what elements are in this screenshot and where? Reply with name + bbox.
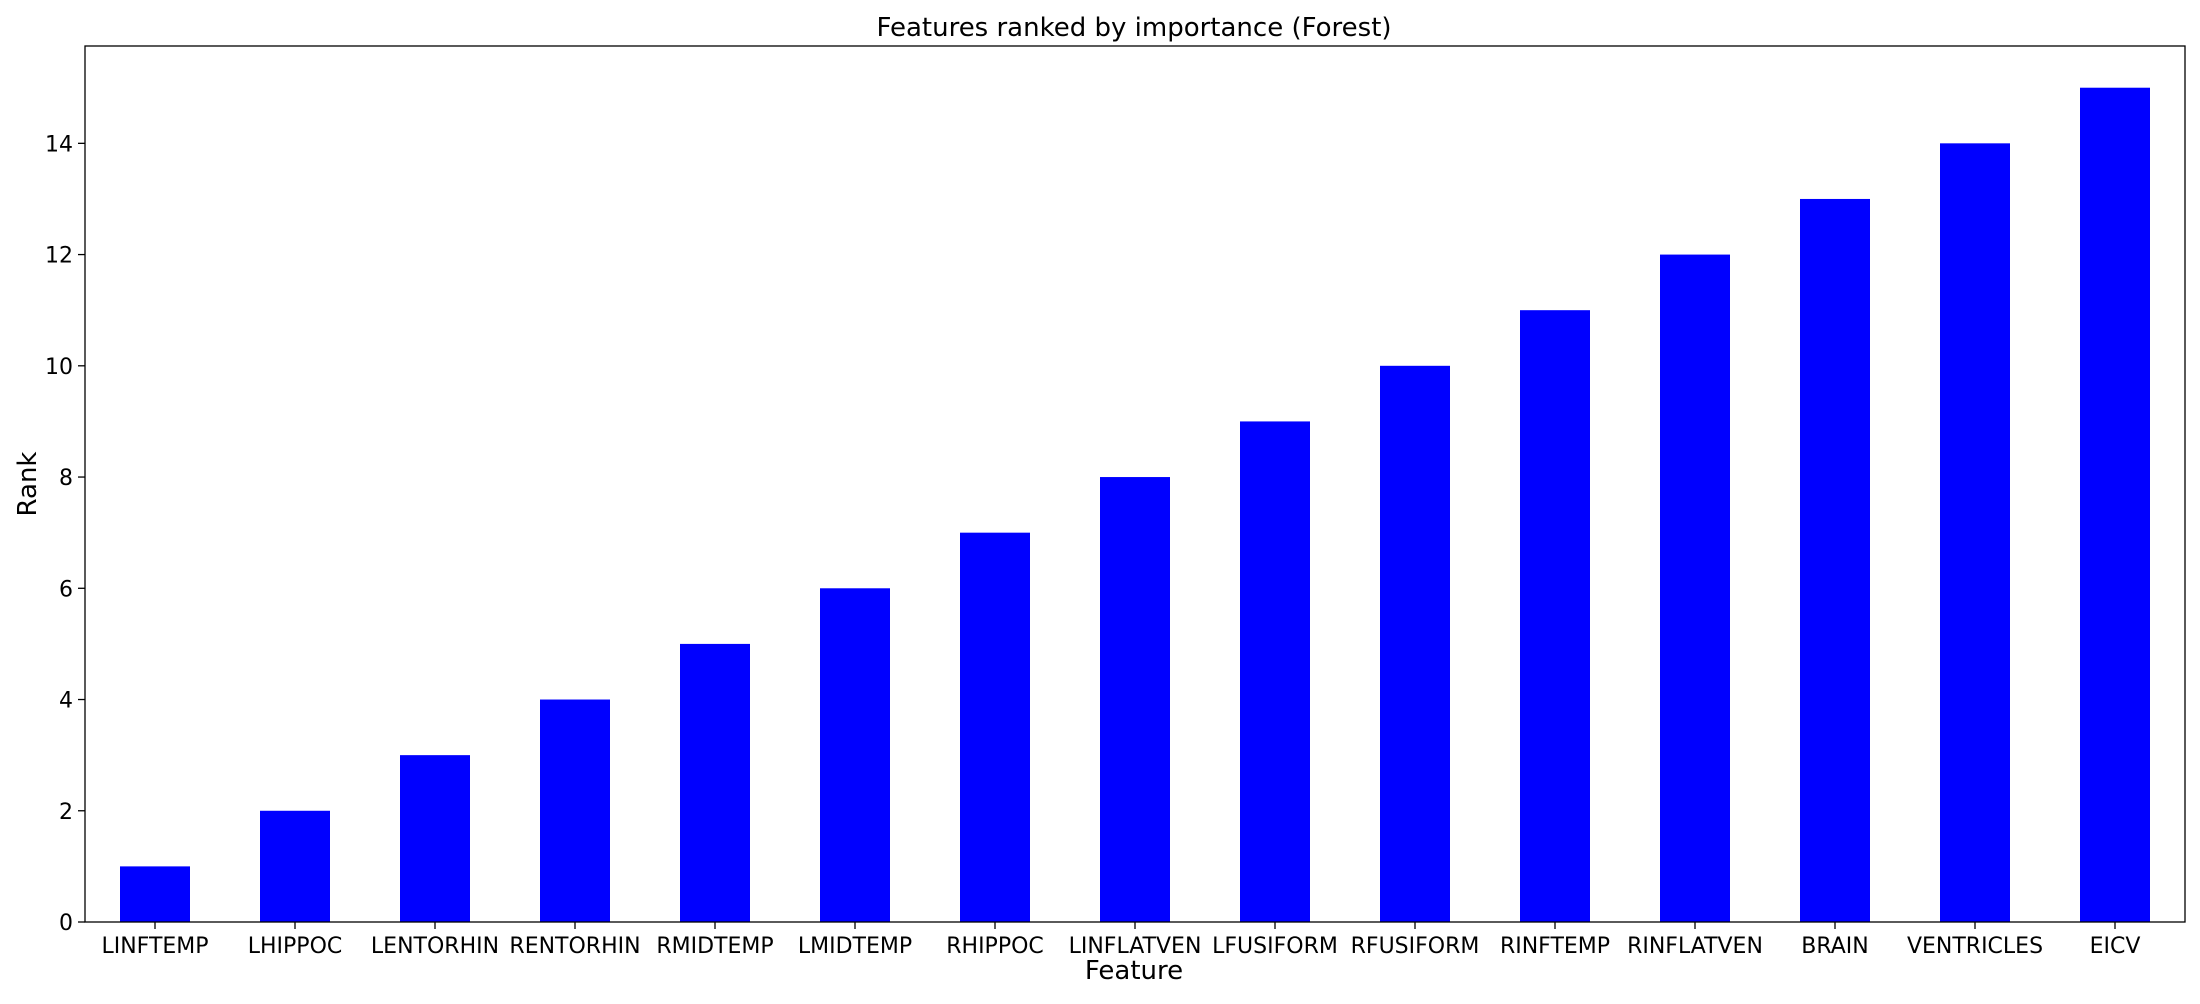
y-tick-label: 10 (45, 355, 73, 380)
x-tick-label: LINFLATVEN (1069, 934, 1202, 959)
x-tick-label: RHIPPOC (946, 934, 1044, 959)
bar-lfusiform (1240, 421, 1310, 922)
x-tick-label: RENTORHIN (509, 934, 640, 959)
x-tick-label: RINFLATVEN (1627, 934, 1763, 959)
y-axis-label: Rank (13, 452, 43, 517)
y-tick-label: 2 (59, 800, 73, 825)
x-axis-label: Feature (1085, 956, 1183, 986)
bar-ventricles (1940, 143, 2010, 923)
bar-eicv (2080, 87, 2150, 922)
bar-rfusiform (1380, 365, 1450, 922)
y-tick-label: 6 (59, 577, 73, 602)
y-tick-label: 12 (45, 244, 73, 269)
bar-linftemp (120, 866, 190, 922)
x-tick-label: RFUSIFORM (1351, 934, 1480, 959)
bar-rhippoc (960, 532, 1030, 922)
bar-linflatven (1100, 477, 1170, 922)
bar-rmidtemp (680, 643, 750, 922)
bar-lhippoc (260, 810, 330, 922)
bar-brain (1800, 198, 1870, 922)
y-axis: 0 2 4 6 8 10 12 14 (45, 132, 85, 936)
x-tick-label: LINFTEMP (101, 934, 208, 959)
bar-lentorhin (400, 755, 470, 922)
x-tick-label: LHIPPOC (248, 934, 343, 959)
bar-lmidtemp (820, 588, 890, 922)
x-tick-label: LENTORHIN (371, 934, 499, 959)
x-tick-label: EICV (2090, 934, 2141, 959)
x-tick-label: LMIDTEMP (798, 934, 912, 959)
x-tick-label: RMIDTEMP (656, 934, 773, 959)
x-tick-label: VENTRICLES (1907, 934, 2043, 959)
x-tick-label: RINFTEMP (1500, 934, 1610, 959)
bar-rinflatven (1660, 254, 1730, 923)
y-tick-label: 14 (45, 132, 73, 157)
chart-title: Features ranked by importance (Forest) (876, 13, 1391, 43)
plot-area (120, 87, 2150, 923)
y-tick-label: 4 (59, 689, 73, 714)
y-tick-label: 0 (59, 911, 73, 936)
bar-rentorhin (540, 699, 610, 922)
bar-rinftemp (1520, 310, 1590, 922)
x-axis: LINFTEMP LHIPPOC LENTORHIN RENTORHIN RMIDTEM… (101, 922, 2140, 959)
x-tick-label: BRAIN (1801, 934, 1868, 959)
y-tick-label: 8 (59, 466, 73, 491)
x-tick-label: LFUSIFORM (1212, 934, 1338, 959)
